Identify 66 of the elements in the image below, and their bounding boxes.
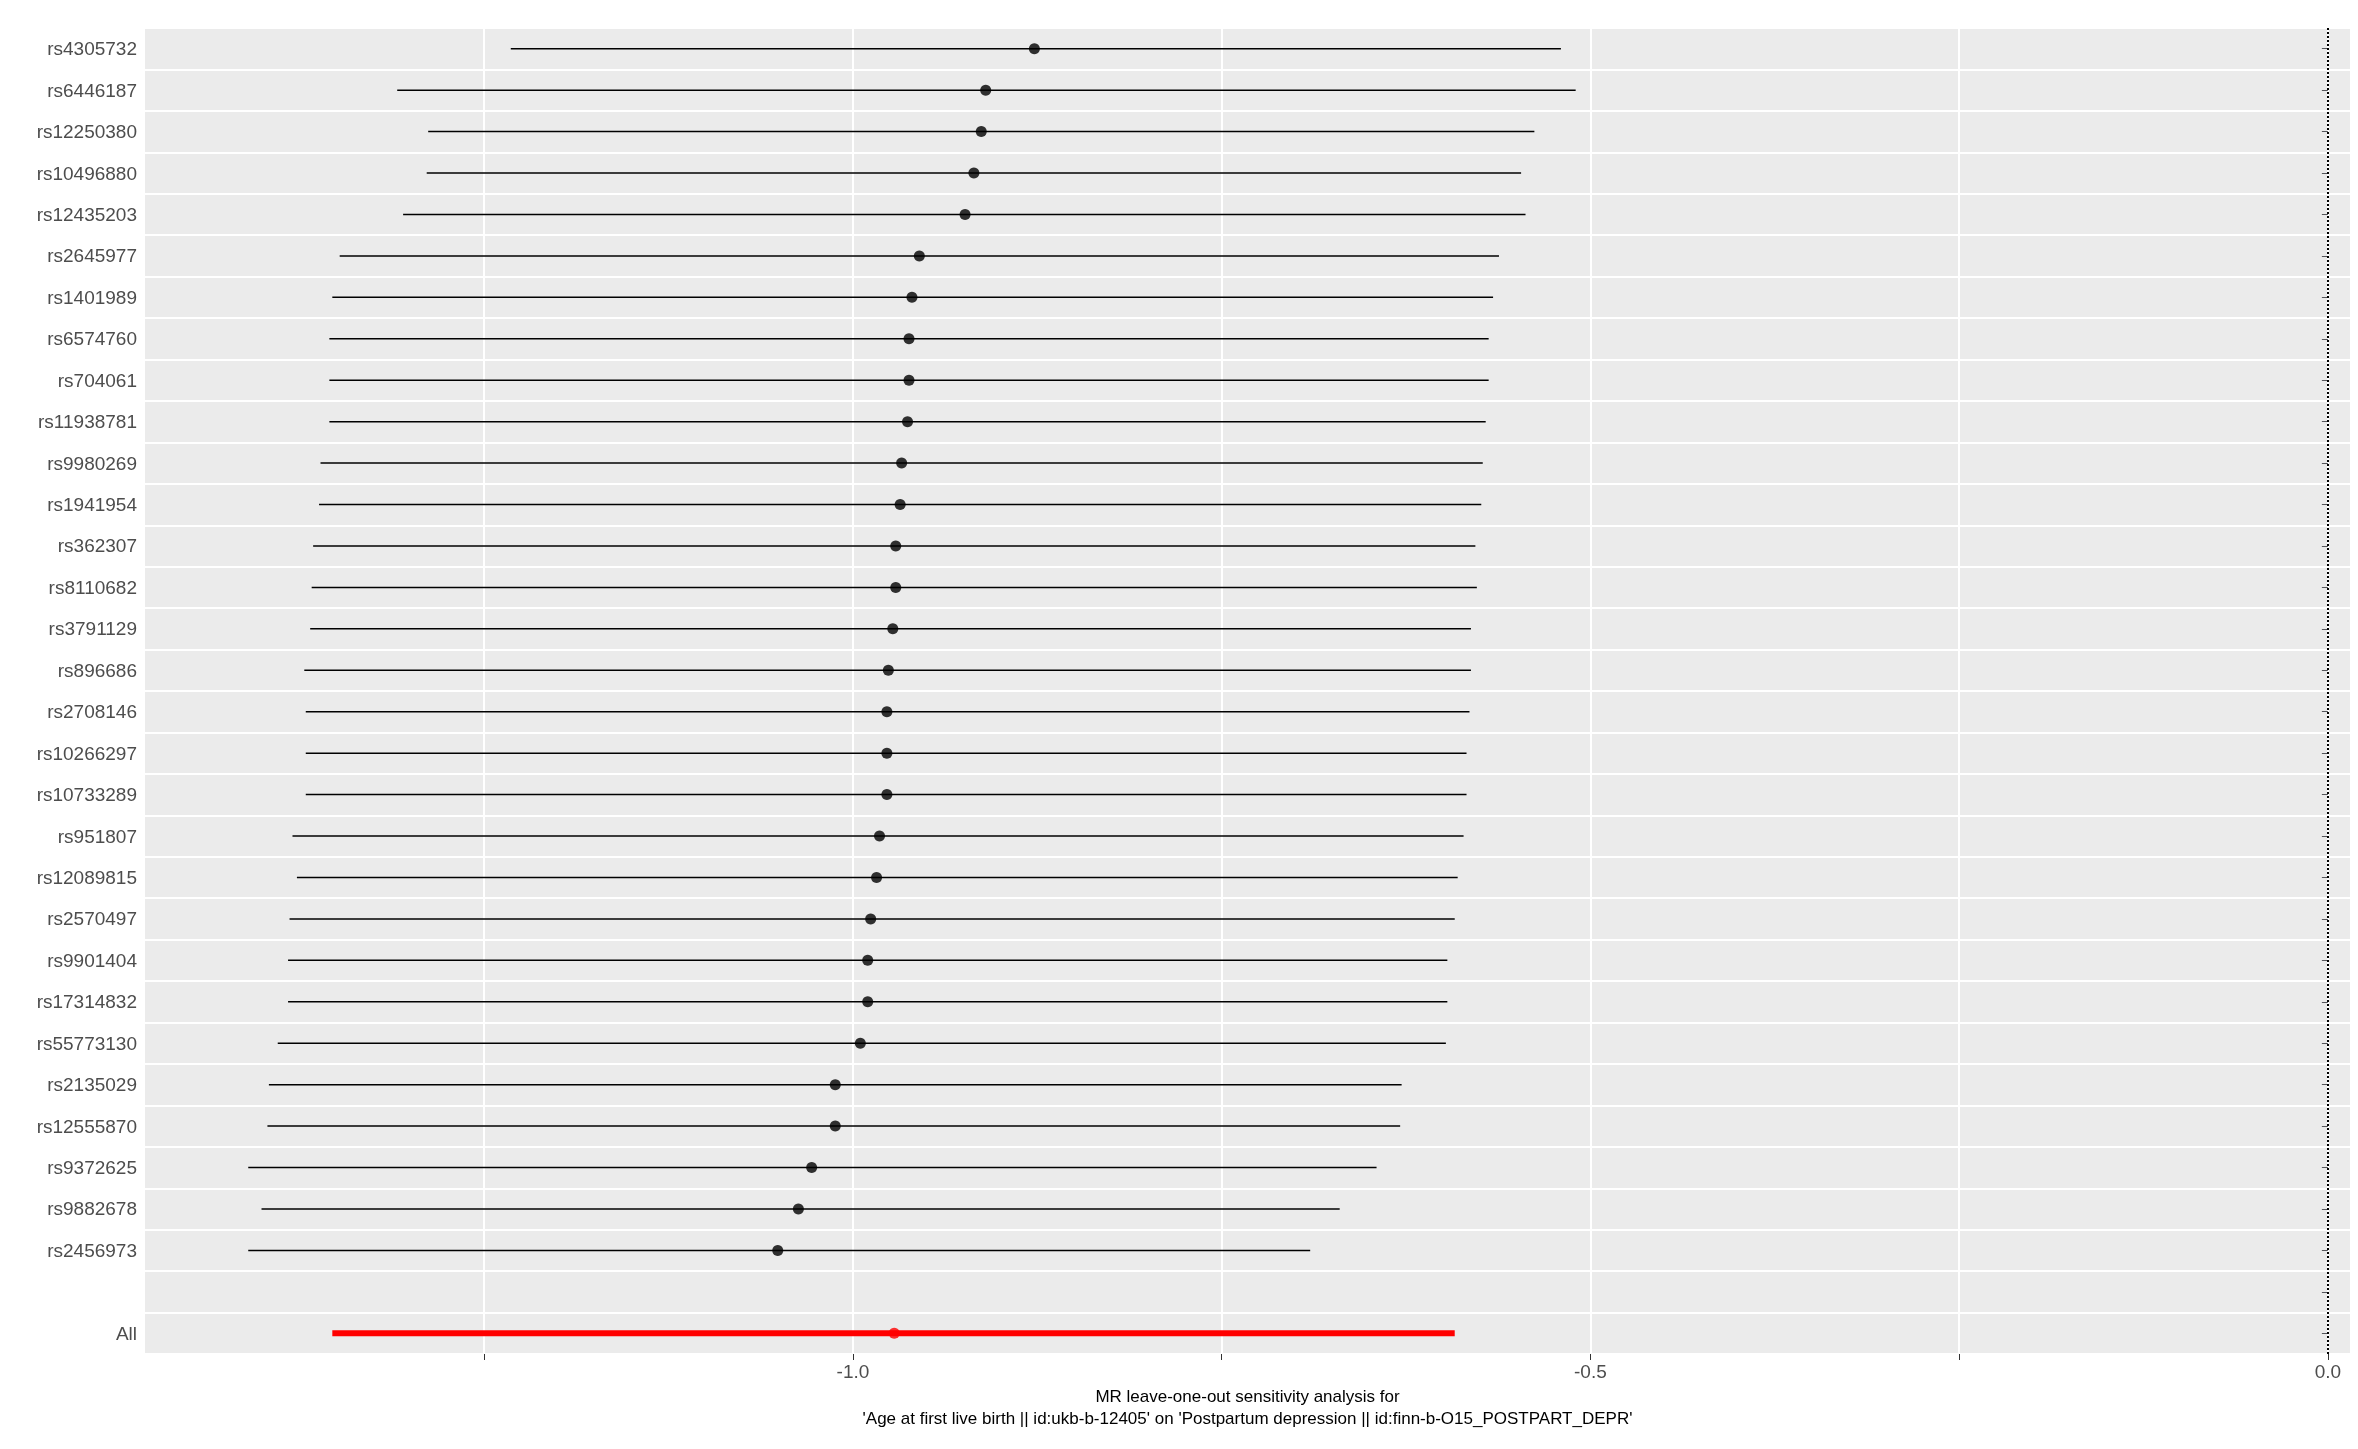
point (829, 1079, 841, 1091)
point (975, 126, 987, 138)
y-tick-label: All (115, 1322, 137, 1344)
point (888, 1327, 900, 1339)
point (792, 1203, 804, 1215)
point (882, 664, 894, 676)
y-tick-label: rs1941954 (47, 494, 138, 516)
y-tick-label: rs17314832 (36, 991, 137, 1013)
point (887, 623, 899, 635)
point (980, 84, 992, 96)
point (906, 291, 918, 303)
point (913, 250, 925, 262)
x-axis-title: MR leave-one-out sensitivity analysis for 'Age at first live birth || id:ukb-b-12405' on 'Postpartum depression || id:finn-b-O15_POSTPART_DEPR' (862, 1387, 1633, 1429)
y-tick-label: rs10496880 (36, 162, 137, 184)
y-tick-label: rs2456973 (47, 1239, 137, 1261)
y-tick-label: rs9980269 (47, 452, 137, 474)
point (902, 416, 914, 428)
y-tick-label: rs10266297 (36, 742, 137, 764)
point (854, 1037, 866, 1049)
y-tick-label: rs2570497 (47, 908, 137, 930)
y-tick-label: rs12555870 (36, 1115, 137, 1137)
y-tick-label: rs10733289 (36, 784, 137, 806)
y-tick-label: rs896686 (57, 659, 137, 681)
y-tick-label: rs2135029 (47, 1074, 137, 1096)
y-tick-label: rs55773130 (36, 1032, 137, 1054)
point (968, 167, 980, 179)
y-tick-label: rs704061 (57, 369, 137, 391)
y-tick-label: rs12250380 (36, 121, 137, 143)
point (865, 913, 877, 925)
point (890, 581, 902, 593)
point (874, 830, 886, 842)
y-tick-label: rs9901404 (47, 949, 138, 971)
x-tick-label: 0.0 (2314, 1361, 2342, 1382)
y-tick-label: rs8110682 (48, 576, 137, 598)
y-tick-label: rs2708146 (47, 701, 137, 723)
point (862, 996, 874, 1008)
y-tick-label: rs9882678 (47, 1198, 137, 1220)
x-tick-label: -0.5 (1574, 1361, 1607, 1382)
y-tick-label: rs951807 (57, 825, 137, 847)
y-tick-label: rs6446187 (47, 79, 137, 101)
y-tick-label: rs362307 (57, 535, 137, 557)
point (903, 333, 915, 345)
point (903, 374, 915, 386)
point (881, 747, 893, 759)
point (871, 871, 883, 883)
y-tick-label: rs12435203 (36, 203, 137, 225)
point (829, 1120, 841, 1132)
y-tick-label: rs9372625 (47, 1157, 137, 1179)
point (896, 457, 908, 469)
point (881, 706, 893, 718)
point (806, 1162, 818, 1174)
x-tick-label: -1.0 (836, 1361, 870, 1382)
y-tick-label: rs2645977 (47, 245, 137, 267)
y-tick-label: rs6574760 (47, 328, 137, 350)
point (881, 789, 893, 801)
point (862, 954, 874, 966)
point (772, 1244, 784, 1256)
point (890, 540, 902, 552)
y-tick-label: rs1401989 (47, 286, 137, 308)
y-tick-label: rs12089815 (36, 866, 137, 888)
y-tick-label: rs11938781 (38, 411, 137, 433)
point (1028, 43, 1040, 55)
y-tick-label: rs3791129 (48, 618, 137, 640)
point (959, 208, 971, 220)
point (894, 499, 906, 511)
y-tick-label: rs4305732 (47, 38, 137, 60)
